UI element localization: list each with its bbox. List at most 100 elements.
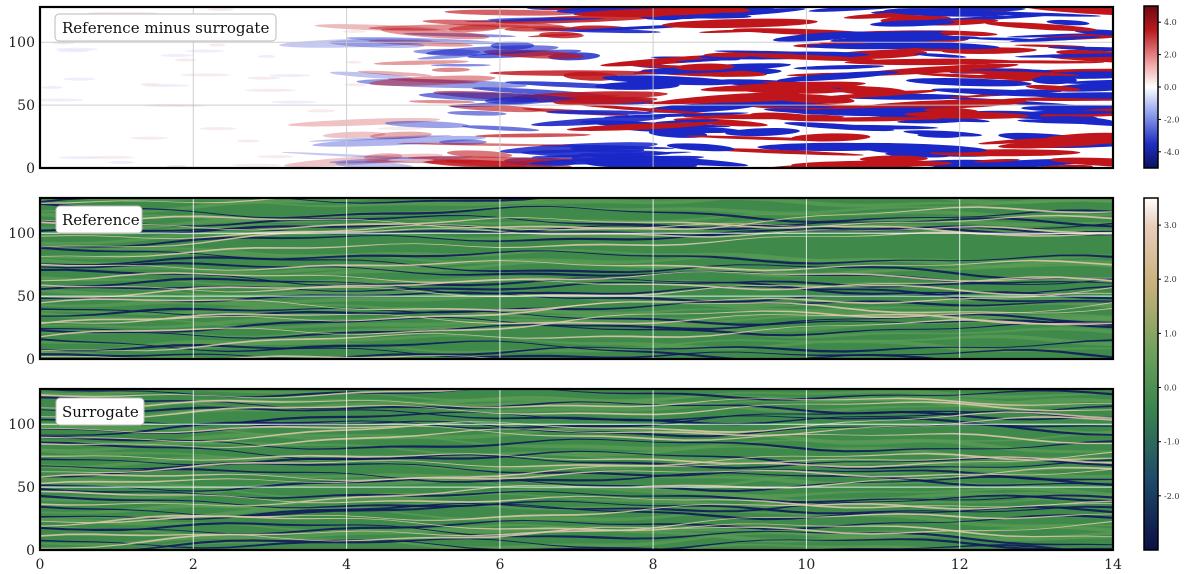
field-band-dark [40,321,1113,339]
difference-haze [174,58,196,62]
x-tick-label: 0 [36,557,45,573]
difference-blob [369,75,496,86]
difference-haze [41,85,63,89]
difference-haze [247,76,281,80]
difference-blob [1049,157,1113,168]
difference-blob [329,71,414,80]
difference-blob [675,63,735,71]
field-band-dark [40,435,1113,453]
difference-blob [700,81,866,92]
colorbar-tick-label: -4.0 [1164,148,1179,157]
difference-blob [279,38,433,48]
colorbar-tick-label: -2.0 [1164,115,1179,124]
x-tick-label: 14 [1104,557,1122,573]
field-band-dark [40,406,1113,428]
difference-blob [906,78,1032,87]
difference-blob [1041,132,1113,143]
y-tick-label: 50 [17,289,35,305]
field-band-dark [40,227,1113,248]
field-band-light [40,492,1113,520]
panel-reference-y-ticks: 0 50 100 [8,226,35,368]
difference-blob [973,158,1020,163]
panel-surrogate-label-box [55,397,145,426]
difference-blob [579,104,706,115]
difference-blob [794,116,943,122]
panel-surrogate-frame [38,387,1115,552]
field-band-dark [40,454,1113,470]
difference-haze [144,84,190,87]
difference-blob [553,96,658,105]
difference-haze [87,155,135,159]
difference-blob [418,92,580,103]
difference-haze [208,43,226,47]
difference-blob [1064,79,1113,84]
panel-surrogate-label: Surrogate [55,397,145,426]
difference-blob [1040,116,1113,124]
colorbar-tick-label: 1.0 [1164,329,1177,338]
field-band-beige [40,503,1113,527]
field-band-beige [40,452,1113,473]
difference-haze [345,60,362,64]
difference-blob [684,135,837,141]
field-band-beige [40,225,1113,240]
difference-blob [675,57,745,63]
field-band-dark [40,389,1113,401]
field-band-light [40,258,1113,278]
panel-reference-label-text: Reference [62,211,140,229]
difference-blob [357,70,432,77]
difference-haze [184,49,225,53]
panel-difference-y-ticks: 0 50 100 [8,35,35,177]
difference-blob [1019,7,1113,16]
difference-blob [368,39,474,47]
field-band-light [40,422,1113,445]
field-band-beige [40,425,1113,445]
colorbar-tick-label: -1.0 [1164,438,1179,447]
field-band-dark [40,468,1113,487]
difference-haze [257,155,294,159]
field-band-beige [40,466,1113,507]
difference-blob [425,45,559,56]
colorbar-field: 3.0 2.0 1.0 0.0 -1.0 -2.0 [1143,197,1179,551]
difference-haze [207,8,234,12]
field-band-light [40,389,1113,409]
difference-haze [108,160,135,164]
difference-blob [504,26,577,32]
field-band-beige [40,276,1113,293]
difference-blob [520,149,672,157]
difference-blob [431,67,471,73]
difference-blob [312,135,487,147]
colorbar-tick-label: 0.0 [1164,384,1177,393]
difference-blob [773,31,874,42]
difference-haze [232,163,282,167]
panel-surrogate-grid [40,389,1113,550]
difference-haze [199,127,237,131]
field-band-light [40,350,618,359]
field-band-light [40,339,1113,355]
difference-blob [287,117,441,127]
difference-blob [356,78,528,89]
difference-blob [283,153,444,167]
panel-reference-grid [40,198,1113,359]
difference-blob [447,110,507,116]
field-band-beige [40,355,506,359]
field-band-light [40,518,1113,540]
difference-blob [1029,110,1113,115]
field-band-beige [40,313,1113,325]
difference-blob [939,30,998,37]
y-tick-label: 100 [8,226,35,242]
difference-haze [236,139,260,143]
y-tick-label: 0 [26,352,35,368]
colorbar-field-ticks: 3.0 2.0 1.0 0.0 -1.0 -2.0 [1158,221,1179,501]
difference-blob [654,119,721,124]
difference-haze [55,47,98,51]
difference-blob [978,138,1055,145]
difference-blob [932,70,1080,76]
field-band-beige [40,451,1113,485]
difference-blob [430,63,491,67]
difference-blob [363,153,403,161]
difference-blob [970,37,1033,41]
difference-blob [571,153,626,163]
field-band-light [40,464,1113,487]
difference-haze [269,74,311,77]
difference-blob [602,75,738,86]
